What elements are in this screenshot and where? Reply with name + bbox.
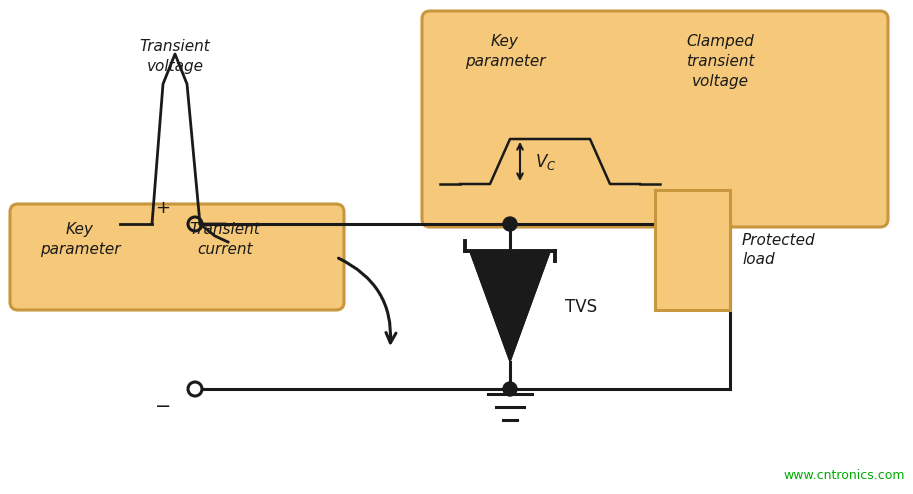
- Text: +: +: [155, 199, 171, 217]
- Text: www.cntronics.com: www.cntronics.com: [783, 469, 905, 482]
- Text: Transient
voltage: Transient voltage: [140, 39, 210, 74]
- Text: $V_C$: $V_C$: [535, 152, 556, 171]
- Text: Key
parameter: Key parameter: [465, 34, 545, 69]
- Circle shape: [503, 382, 517, 396]
- FancyBboxPatch shape: [422, 11, 888, 227]
- Text: −: −: [155, 397, 171, 415]
- Text: Clamped
transient
voltage: Clamped transient voltage: [686, 34, 754, 88]
- Text: Key
parameter: Key parameter: [40, 222, 121, 257]
- Text: Transient
current: Transient current: [190, 222, 260, 257]
- FancyBboxPatch shape: [655, 190, 730, 310]
- Circle shape: [503, 217, 517, 231]
- Polygon shape: [470, 251, 550, 362]
- Text: Protected
load: Protected load: [742, 233, 815, 267]
- Text: TVS: TVS: [565, 297, 597, 316]
- FancyBboxPatch shape: [10, 204, 344, 310]
